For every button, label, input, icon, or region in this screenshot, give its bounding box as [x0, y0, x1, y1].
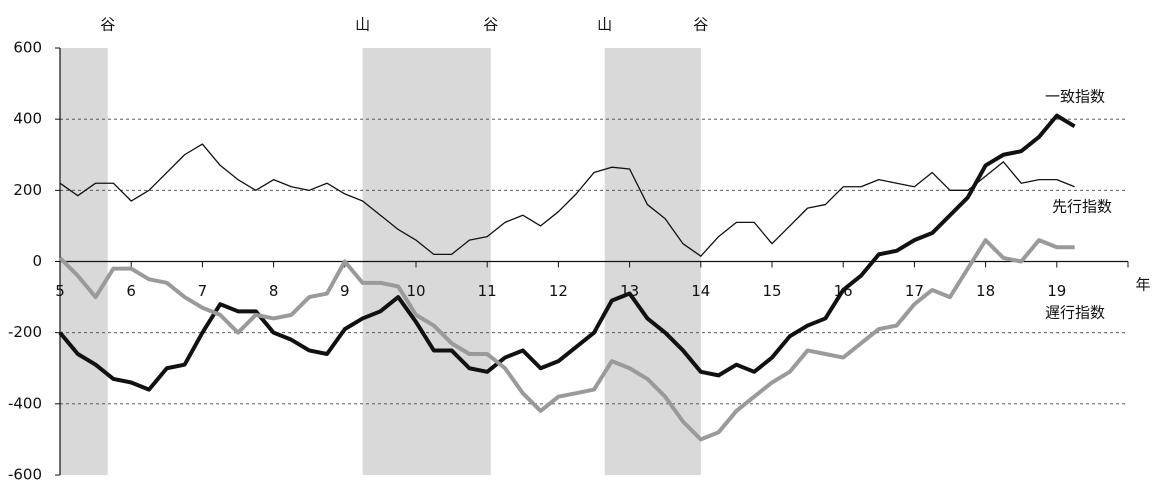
- x-tick-label: 12: [549, 282, 568, 300]
- x-tick-label: 5: [55, 282, 65, 300]
- x-tick-label: 10: [406, 282, 425, 300]
- annotation: 谷: [693, 16, 708, 34]
- x-tick-label: 9: [340, 282, 350, 300]
- annotation: 山: [597, 16, 612, 34]
- x-tick-label: 14: [691, 282, 710, 300]
- series-label: 先行指数: [1052, 198, 1112, 216]
- y-tick-label: -400: [8, 394, 42, 412]
- x-tick-label: 17: [905, 282, 924, 300]
- y-tick-label: 0: [32, 252, 42, 270]
- x-tick-label: 18: [976, 282, 995, 300]
- x-tick-label: 15: [762, 282, 781, 300]
- x-tick-label: 7: [198, 282, 208, 300]
- x-tick-label: 19: [1047, 282, 1066, 300]
- annotation: 谷: [100, 16, 115, 34]
- annotation: 山: [355, 16, 370, 34]
- x-tick-label: 8: [269, 282, 279, 300]
- y-tick-label: -200: [8, 323, 42, 341]
- series-label: 遅行指数: [1045, 304, 1105, 322]
- x-axis-label: 年: [1135, 276, 1150, 294]
- x-tick-label: 6: [126, 282, 136, 300]
- series-label: 一致指数: [1045, 88, 1105, 106]
- annotation: 谷: [483, 16, 498, 34]
- y-tick-label: 400: [13, 110, 42, 128]
- y-tick-label: 200: [13, 181, 42, 199]
- series-line: [59, 143, 1075, 257]
- x-tick-label: 11: [478, 282, 497, 300]
- series-line: [58, 238, 1075, 442]
- y-tick-label: -600: [8, 466, 42, 482]
- series-line: [58, 113, 1076, 392]
- y-tick-label: 600: [13, 39, 42, 57]
